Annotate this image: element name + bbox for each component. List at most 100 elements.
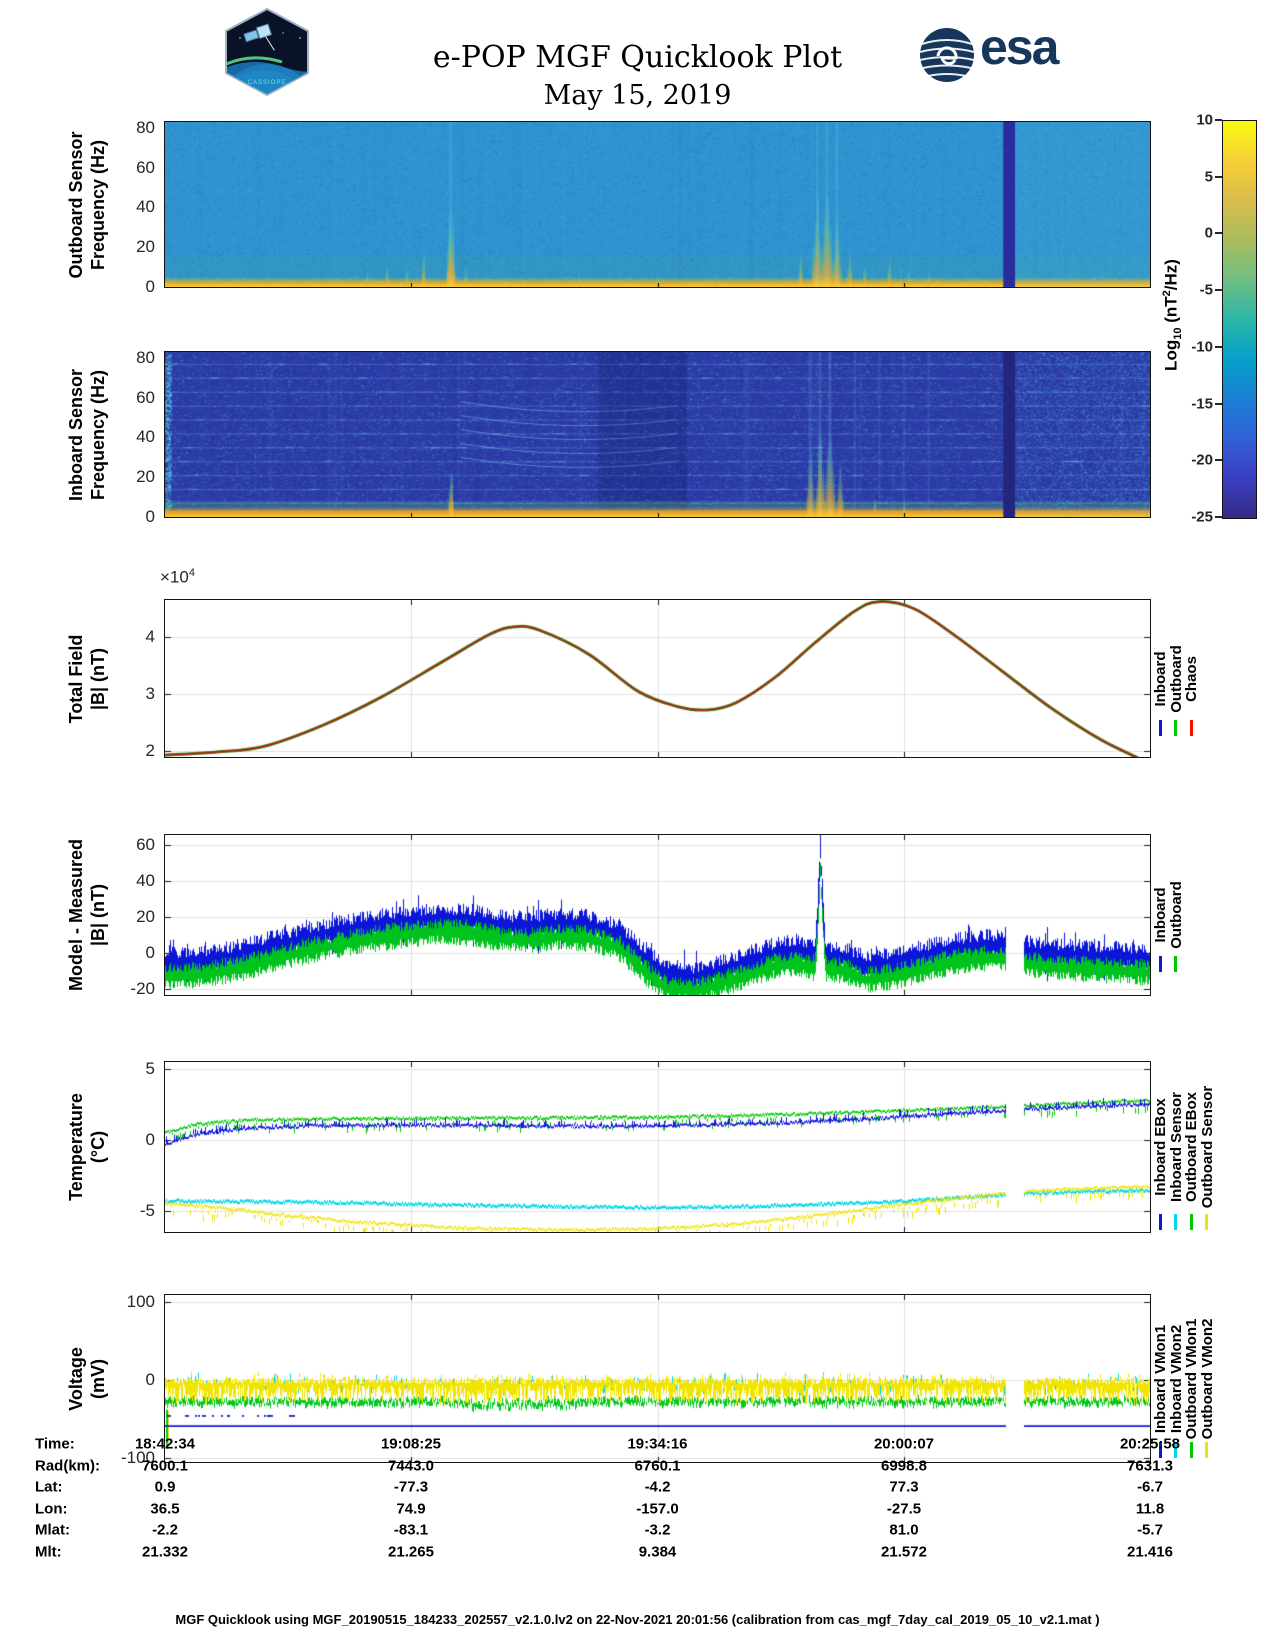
table-row-label-lat: Lat: bbox=[35, 1478, 63, 1496]
colorbar-tick-label: -15 bbox=[1191, 395, 1213, 413]
ytick-label-p4: -20 bbox=[130, 979, 155, 998]
table-cell: 18:42:34 bbox=[134, 1435, 196, 1453]
ylabel-model-measured: Model - Measured |B| (nT) bbox=[66, 838, 108, 992]
table-row-label-lon: Lon: bbox=[35, 1500, 68, 1518]
table-cell: 77.3 bbox=[889, 1478, 919, 1496]
colorbar-tick-mark bbox=[1215, 289, 1222, 292]
legend-label-chaos: Chaos bbox=[1183, 655, 1200, 702]
ytick-label-p1: 80 bbox=[136, 117, 155, 137]
table-cell: -3.2 bbox=[644, 1521, 671, 1539]
satellite-icon bbox=[243, 23, 275, 51]
esa-globe-icon bbox=[919, 28, 975, 82]
colorbar-tick-mark bbox=[1215, 175, 1222, 178]
ytick-label-p1: 20 bbox=[136, 237, 155, 257]
legend-swatch bbox=[1205, 1441, 1208, 1458]
table-cell: 21.332 bbox=[142, 1543, 188, 1561]
ytick-label-p6: 0 bbox=[145, 1370, 155, 1389]
panel-inboard-spectrogram bbox=[164, 351, 1151, 518]
legend-swatch bbox=[1174, 1213, 1177, 1230]
table-cell: 36.5 bbox=[150, 1500, 180, 1518]
table-cell: 21.416 bbox=[1127, 1543, 1173, 1561]
temperature-canvas bbox=[165, 1062, 1150, 1232]
legend-swatch bbox=[1174, 956, 1177, 973]
legend-swatch bbox=[1158, 719, 1162, 736]
ytick-label-p6: 100 bbox=[126, 1292, 155, 1311]
table-row-label-time: Time: bbox=[35, 1435, 75, 1453]
ytick-label-p2: 60 bbox=[136, 387, 155, 407]
inboard-spectrogram-canvas bbox=[165, 352, 1150, 517]
ytick-label-p2: 0 bbox=[145, 507, 155, 526]
table-cell: 9.384 bbox=[638, 1543, 677, 1561]
legend-swatch bbox=[1189, 719, 1193, 736]
ylabel-outboard-spectrogram: Outboard Sensor Frequency (Hz) bbox=[66, 131, 108, 279]
legend-swatch bbox=[1205, 1213, 1208, 1230]
ylabel-inboard-spectrogram: Inboard Sensor Frequency (Hz) bbox=[66, 368, 108, 502]
ytick-label-p2: 20 bbox=[136, 467, 155, 487]
table-cell: -83.1 bbox=[393, 1521, 429, 1539]
total-field-exponent-label: ×104 bbox=[160, 567, 195, 587]
legend-label-inboard: Inboard bbox=[1152, 651, 1169, 706]
ytick-label-p2: 80 bbox=[136, 347, 155, 367]
cassiope-mission-patch: CASSIOPE bbox=[225, 8, 309, 96]
ytick-label-p5: 5 bbox=[145, 1059, 155, 1078]
colorbar-label: Log10 (nT2/Hz) bbox=[1161, 259, 1185, 371]
table-cell: 7631.3 bbox=[1127, 1457, 1173, 1475]
ytick-label-p3: 2 bbox=[145, 741, 155, 760]
table-row-label-radkm: Rad(km): bbox=[35, 1457, 101, 1475]
table-cell: 6998.8 bbox=[881, 1457, 927, 1475]
colorbar-tick-label: -25 bbox=[1191, 508, 1213, 526]
ytick-label-p5: -5 bbox=[139, 1201, 155, 1220]
ytick-label-p1: 40 bbox=[136, 197, 155, 217]
outboard-spectrogram-canvas bbox=[165, 122, 1150, 287]
table-cell: -27.5 bbox=[886, 1500, 922, 1518]
table-cell: -2.2 bbox=[152, 1521, 178, 1539]
legend-label-outboard: Outboard bbox=[1167, 881, 1185, 949]
ytick-label-p2: 40 bbox=[136, 427, 155, 447]
table-cell: 7600.1 bbox=[142, 1457, 188, 1475]
legend-swatch bbox=[1158, 1213, 1162, 1230]
colorbar-tick-mark bbox=[1215, 119, 1222, 121]
table-cell: 19:34:16 bbox=[627, 1435, 688, 1453]
colorbar-tick-label: -5 bbox=[1199, 281, 1213, 299]
colorbar-tick-mark bbox=[1215, 459, 1222, 462]
panel-total-field bbox=[164, 599, 1151, 758]
voltage-canvas bbox=[165, 1295, 1150, 1462]
colorbar-tick-mark bbox=[1215, 345, 1222, 348]
legend-label-outboard: Outboard bbox=[1167, 644, 1185, 713]
legend-swatch bbox=[1174, 719, 1177, 736]
table-cell: 81.0 bbox=[889, 1521, 919, 1539]
legend-swatch bbox=[1189, 1213, 1193, 1230]
ytick-label-p5: 0 bbox=[145, 1130, 155, 1149]
panel-model-measured bbox=[164, 834, 1151, 996]
esa-logo: esa bbox=[918, 19, 1068, 86]
colorbar-tick-label: 0 bbox=[1204, 224, 1213, 242]
ytick-label-p6: -100 bbox=[120, 1448, 155, 1467]
table-cell: 20:25:58 bbox=[1119, 1435, 1181, 1453]
colorbar-tick-label: 10 bbox=[1196, 111, 1213, 129]
table-row-label-mlt: Mlt: bbox=[35, 1543, 62, 1561]
legend-swatch bbox=[1174, 1441, 1177, 1458]
colorbar-tick-label: -20 bbox=[1191, 451, 1213, 469]
colorbar-tick-mark bbox=[1215, 516, 1222, 518]
ylabel-temperature: Temperature (°C) bbox=[66, 1093, 108, 1201]
page-title: e-POP MGF Quicklook Plot bbox=[432, 40, 843, 75]
ytick-label-p1: 60 bbox=[136, 157, 155, 177]
table-cell: -5.7 bbox=[1137, 1521, 1163, 1539]
ytick-label-p4: 0 bbox=[145, 943, 155, 962]
esa-wordmark: esa bbox=[980, 19, 1059, 75]
panel-temperature bbox=[164, 1061, 1151, 1233]
colorbar-tick-label: -10 bbox=[1191, 338, 1213, 356]
cassiope-label: CASSIOPE bbox=[248, 80, 287, 86]
ylabel-total-field: Total Field |B| (nT) bbox=[66, 634, 108, 724]
table-cell: -4.2 bbox=[644, 1478, 671, 1496]
table-cell: 0.9 bbox=[154, 1478, 176, 1496]
ytick-label-p3: 4 bbox=[145, 627, 155, 646]
model-measured-canvas bbox=[165, 835, 1150, 995]
legend-swatch bbox=[1158, 1441, 1162, 1458]
table-cell: -6.7 bbox=[1137, 1478, 1163, 1496]
table-cell: -157.0 bbox=[636, 1500, 679, 1518]
table-cell: 20:00:07 bbox=[873, 1435, 935, 1453]
table-cell: 21.265 bbox=[388, 1543, 434, 1561]
table-row-label-mlat: Mlat: bbox=[35, 1521, 70, 1539]
table-cell: 19:08:25 bbox=[380, 1435, 442, 1453]
